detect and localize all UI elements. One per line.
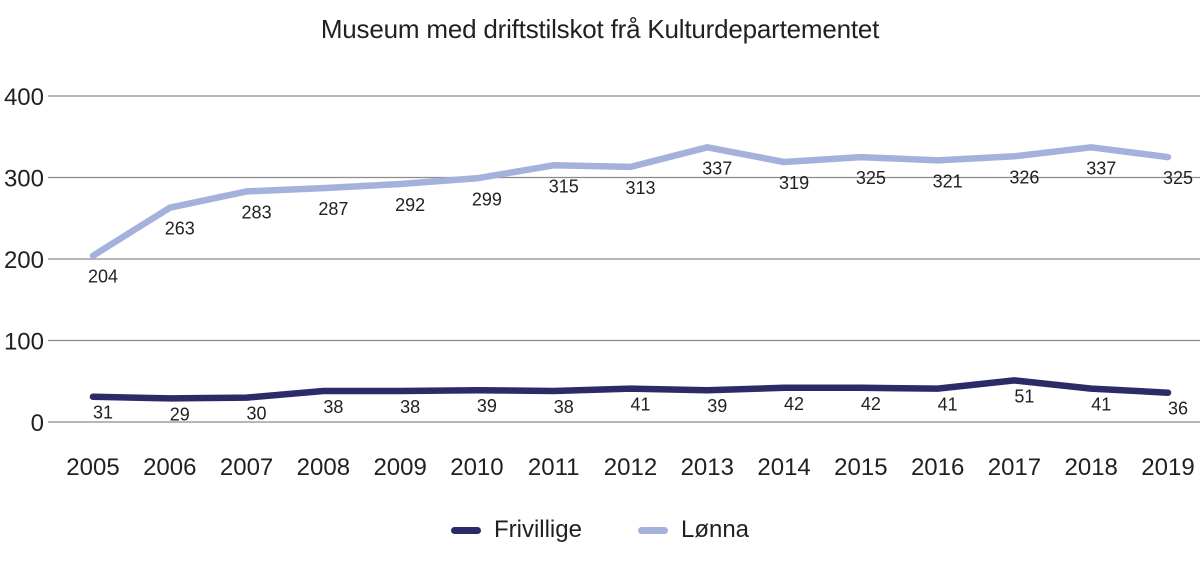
data-label: 41	[938, 395, 958, 415]
data-label: 283	[242, 202, 272, 222]
data-label: 38	[323, 397, 343, 417]
data-label: 41	[1091, 395, 1111, 415]
y-axis-tick-200: 200	[4, 247, 44, 274]
x-axis-tick-2006: 2006	[143, 454, 196, 481]
series-line-lnna	[89, 144, 1172, 259]
series-line-frivillige	[89, 377, 1172, 402]
x-axis-tick-2011: 2011	[528, 454, 580, 481]
x-axis-tick-2016: 2016	[911, 454, 964, 481]
lonna-line-swatch	[637, 526, 668, 534]
y-axis-tick-0: 0	[31, 410, 44, 437]
x-axis-tick-2010: 2010	[450, 454, 503, 481]
x-axis-tick-2007: 2007	[220, 454, 273, 481]
x-axis-tick-2017: 2017	[988, 454, 1041, 481]
y-axis-tick-300: 300	[4, 166, 44, 193]
x-axis-tick-2008: 2008	[297, 454, 350, 481]
data-label: 337	[1086, 158, 1116, 178]
legend-label-frivillige: Frivillige	[493, 516, 582, 543]
data-label: 38	[554, 397, 574, 417]
x-axis-tick-2014: 2014	[757, 454, 810, 481]
x-axis-tick-2005: 2005	[66, 454, 119, 481]
x-axis-tick-2012: 2012	[604, 454, 657, 481]
x-axis-tick-2018: 2018	[1065, 454, 1118, 481]
chart-title: Museum med driftstilskot frå Kulturdepar…	[320, 14, 880, 44]
x-axis-tick-2015: 2015	[834, 454, 887, 481]
legend-item-frivillige: Frivillige	[450, 516, 582, 544]
data-label: 325	[1163, 168, 1193, 188]
frivillige-line-swatch	[450, 526, 481, 534]
legend-label-lonna: Lønna	[680, 516, 750, 543]
data-label: 36	[1168, 399, 1188, 419]
y-axis-tick-100: 100	[4, 329, 44, 356]
data-label: 315	[549, 176, 579, 196]
data-label: 321	[933, 171, 963, 191]
data-label: 39	[477, 396, 497, 416]
data-label: 326	[1009, 167, 1039, 187]
data-label: 337	[702, 158, 732, 178]
chart-legend: Frivillige Lønna	[0, 516, 1200, 544]
data-label: 30	[247, 404, 267, 424]
x-axis-tick-2009: 2009	[373, 454, 426, 481]
line-chart-plot-area: 0 100 200 300 400 2005 2006 2007 2008 2009 2010 201…	[4, 84, 1200, 481]
data-label: 287	[318, 199, 348, 219]
data-label: 263	[165, 219, 195, 239]
legend-item-lonna: Lønna	[637, 516, 750, 544]
data-label: 42	[784, 394, 804, 414]
data-label: 41	[630, 395, 650, 415]
data-label: 29	[170, 404, 190, 424]
y-axis-tick-400: 400	[4, 84, 44, 111]
data-label: 51	[1014, 386, 1034, 406]
data-label: 204	[88, 267, 118, 287]
data-label: 42	[861, 394, 881, 414]
data-label: 38	[400, 397, 420, 417]
data-label: 39	[707, 396, 727, 416]
data-label: 292	[395, 195, 425, 215]
data-label: 299	[472, 189, 502, 209]
data-label: 313	[625, 178, 655, 198]
data-label: 319	[779, 173, 809, 193]
data-label: 325	[856, 168, 886, 188]
x-axis-tick-2013: 2013	[681, 454, 734, 481]
x-axis-tick-2019: 2019	[1141, 454, 1194, 481]
data-label: 31	[93, 403, 113, 423]
